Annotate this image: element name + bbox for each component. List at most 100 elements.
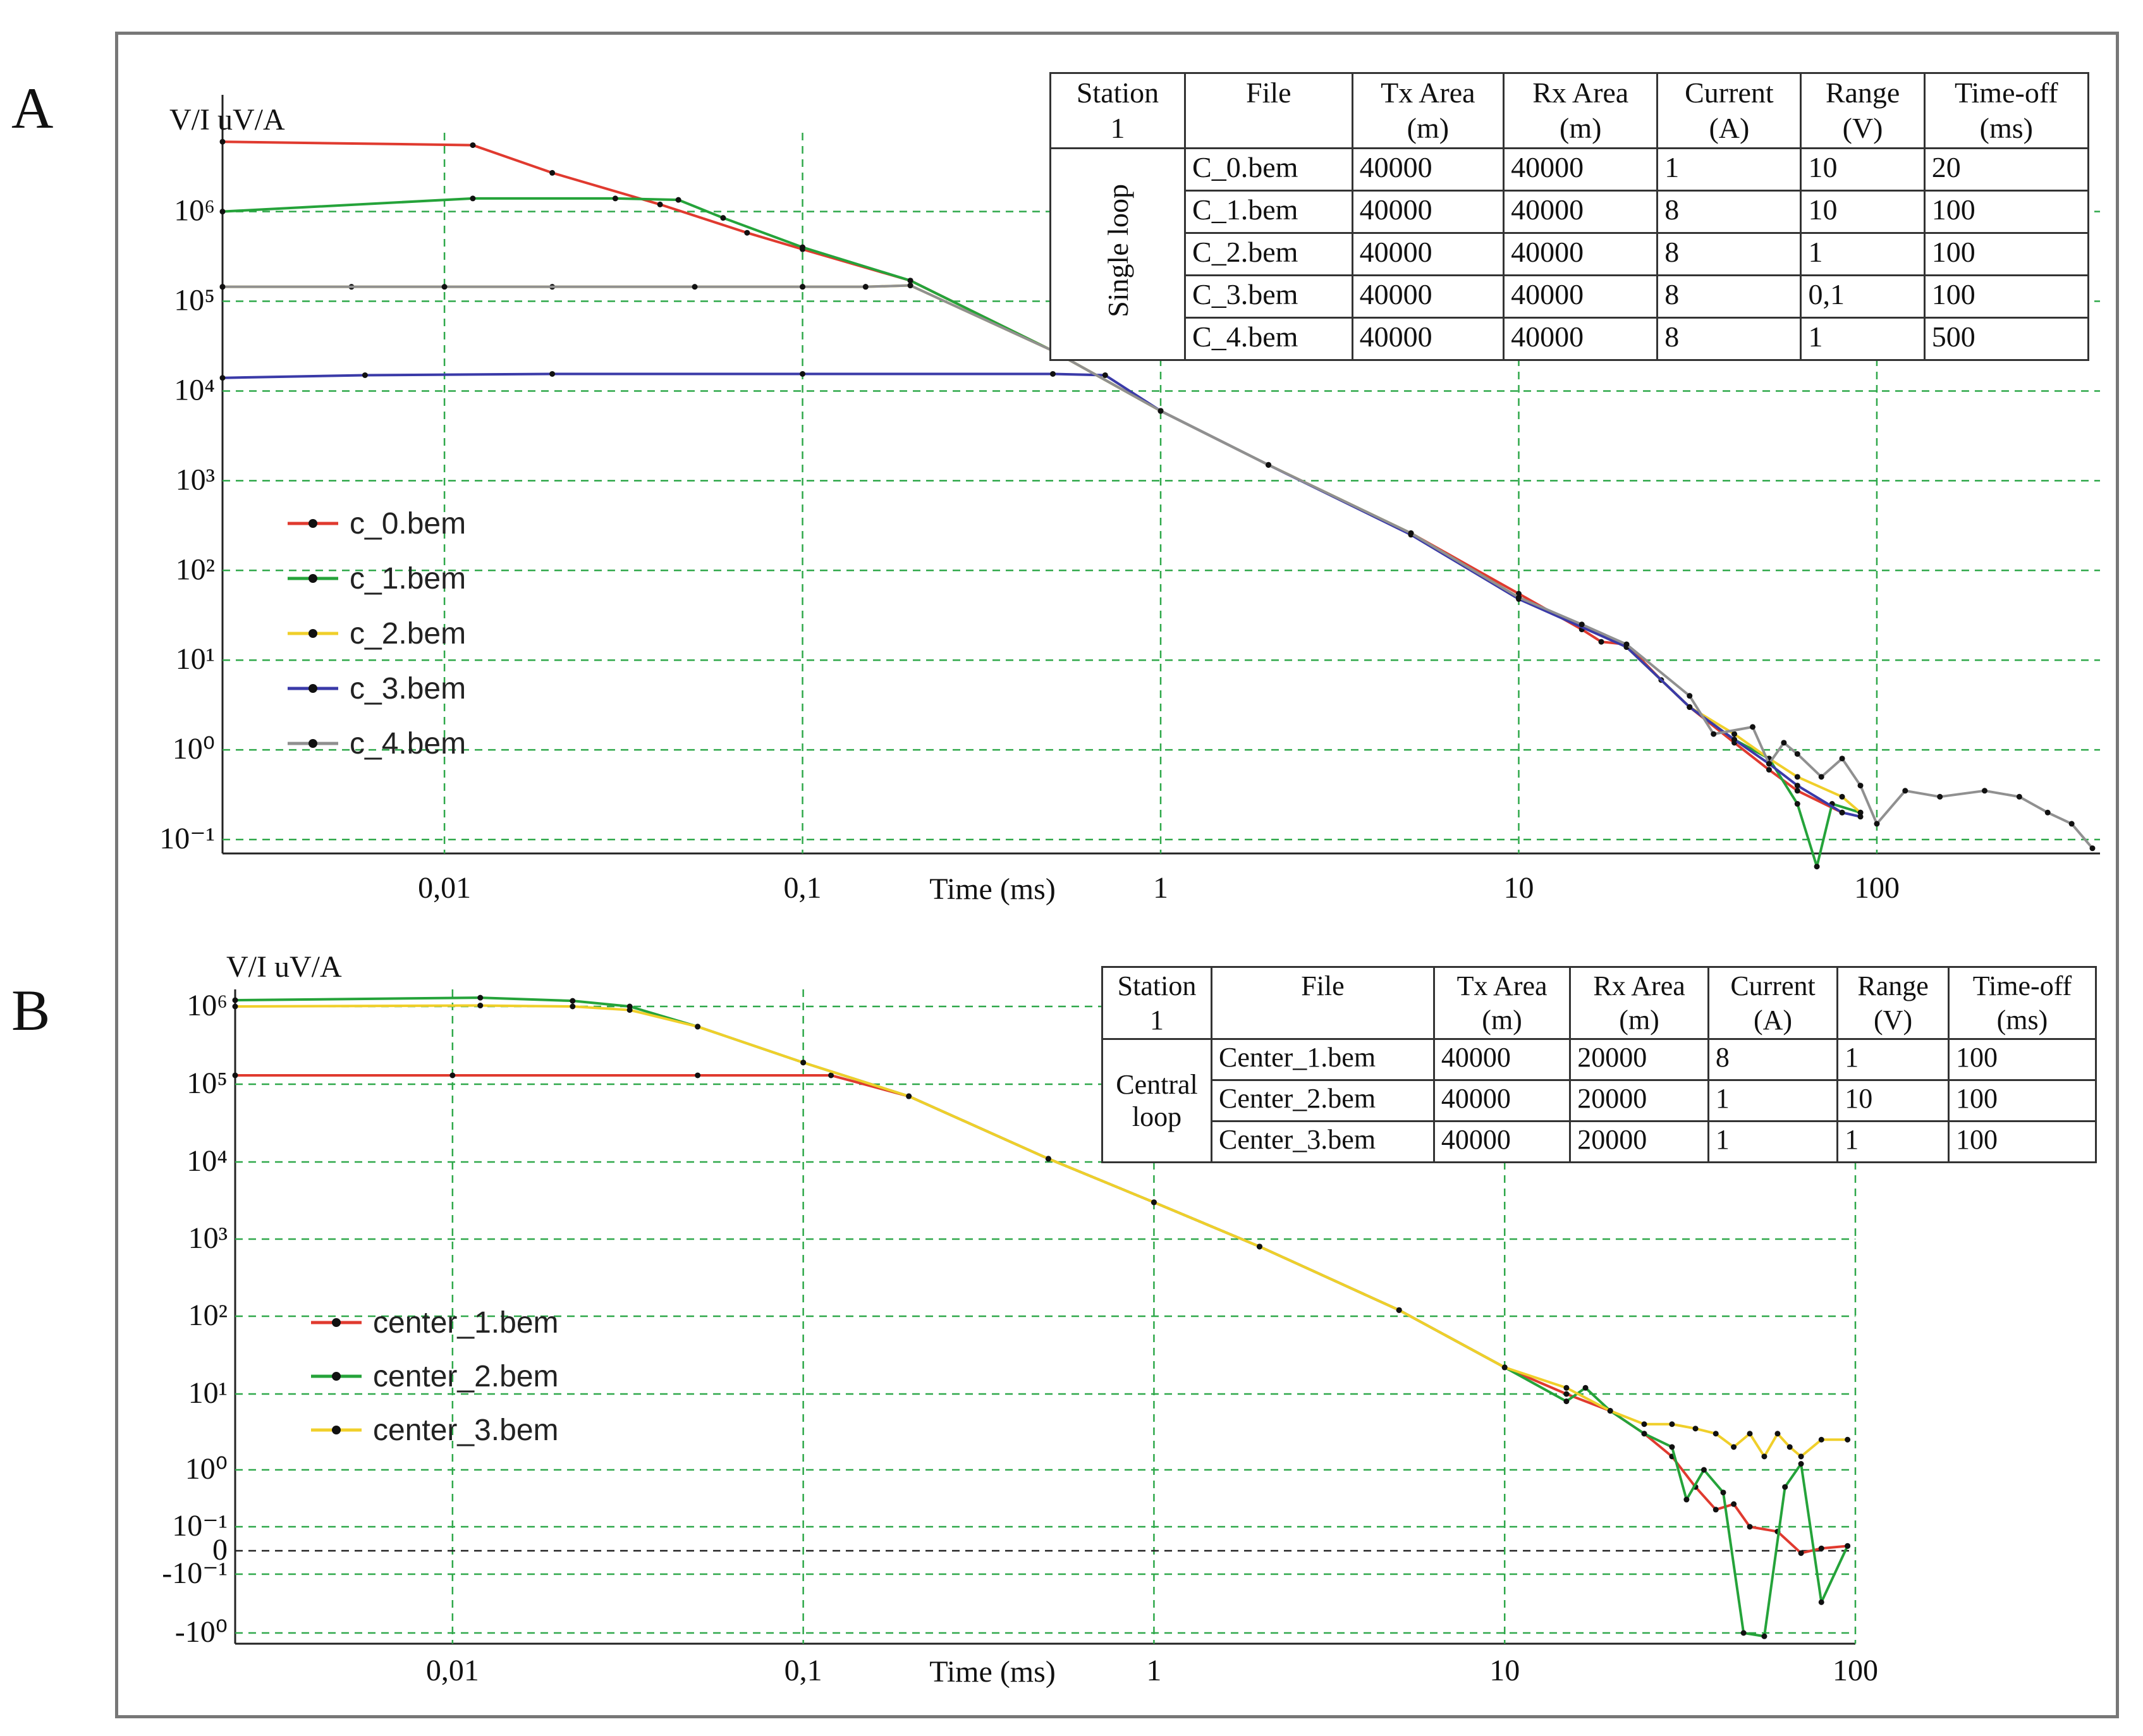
table-cell: 10: [1836, 1079, 1950, 1123]
data-point: [1683, 1496, 1690, 1503]
data-point: [1151, 1199, 1157, 1206]
data-point: [219, 284, 226, 290]
data-point: [1818, 1545, 1824, 1551]
y-tick-label: 10³: [188, 1221, 228, 1255]
data-point: [1687, 704, 1693, 710]
data-point: [2044, 809, 2051, 816]
table-cell: C_3.bem: [1184, 274, 1353, 319]
legend-marker: [308, 739, 317, 748]
y-tick-label: -10⁻¹: [162, 1556, 228, 1590]
y-tick-label: 10⁵: [174, 284, 215, 317]
table-cell: 40000: [1351, 274, 1505, 319]
data-point: [626, 1007, 633, 1013]
table-a-group-cell: Single loop: [1049, 147, 1187, 362]
data-point: [549, 370, 556, 377]
legend-label: center_3.bem: [373, 1414, 559, 1447]
data-point: [1786, 1444, 1793, 1450]
table-cell: 40000: [1351, 147, 1505, 192]
y-axis-title: V/I uV/A: [169, 103, 285, 137]
group-label: Central loop: [1116, 1069, 1198, 1133]
data-point: [1396, 1307, 1402, 1313]
table-cell: 1: [1836, 1120, 1950, 1164]
data-point: [1607, 1408, 1613, 1414]
table-cell: 100: [1947, 1120, 2097, 1164]
data-point: [1839, 793, 1845, 800]
table-cell: 40000: [1432, 1079, 1572, 1123]
table-b: Station 1 File Tx Area (m) Rx Area (m) Curr…: [1101, 965, 2097, 1164]
header-line: Time-off: [1955, 76, 2058, 109]
data-point: [1937, 793, 1943, 800]
legend-marker: [308, 629, 317, 638]
data-point: [675, 197, 681, 203]
table-cell: 40000: [1351, 190, 1505, 235]
data-point: [1794, 751, 1800, 757]
y-tick-label: 10⁶: [174, 194, 215, 228]
table-cell: 40000: [1503, 147, 1659, 192]
table-cell: 8: [1707, 1038, 1839, 1082]
data-point: [549, 169, 556, 176]
legend-marker: [332, 1318, 341, 1327]
x-tick-label: 100: [1854, 871, 1900, 905]
data-point: [232, 1072, 238, 1079]
table-row: Center_2.bem 40000 20000 1 10 100: [1102, 1079, 2097, 1123]
table-a-header-cell: Station 1: [1049, 71, 1187, 150]
x-tick-label: 10: [1503, 871, 1534, 905]
data-point: [1874, 821, 1880, 827]
panel-label-b: B: [11, 978, 51, 1042]
legend-label: c_3.bem: [350, 672, 466, 706]
data-point: [1578, 621, 1585, 628]
table-cell: 8: [1656, 232, 1802, 277]
table-a-header-cell: Range (V): [1800, 71, 1926, 150]
data-point: [1713, 1431, 1719, 1437]
data-point: [1750, 724, 1756, 730]
y-tick-label: 10⁶: [186, 989, 228, 1022]
data-point: [1045, 1156, 1051, 1162]
y-tick-label: 10⁵: [186, 1067, 228, 1100]
y-tick-label: -10⁰: [175, 1615, 228, 1649]
data-point: [449, 1072, 456, 1079]
table-cell: 40000: [1351, 232, 1505, 277]
header-line: Tx Area: [1381, 76, 1475, 109]
table-a-header-cell: Tx Area (m): [1351, 71, 1505, 150]
table-cell: 0,1: [1800, 274, 1926, 319]
data-point: [1747, 1524, 1753, 1530]
table-row: Central loop Center_1.bem 40000 20000 8 …: [1101, 1038, 2097, 1164]
x-tick-label: 0,1: [784, 871, 822, 905]
header-line: Rx Area: [1532, 76, 1629, 109]
data-point: [477, 994, 484, 1001]
data-point: [1857, 814, 1864, 820]
y-tick-label: 10²: [188, 1299, 228, 1332]
data-point: [441, 284, 448, 290]
header-line: (ms): [1996, 1004, 2048, 1036]
y-tick-label: 10⁴: [174, 373, 215, 406]
table-cell: C_1.bem: [1184, 190, 1353, 235]
data-point: [1981, 788, 1987, 794]
header-line: (m): [1619, 1004, 1659, 1036]
header-line: (A): [1709, 112, 1750, 145]
data-point: [1774, 1431, 1781, 1437]
legend-label: c_1.bem: [350, 562, 466, 596]
header-line: (A): [1753, 1004, 1793, 1036]
data-point: [1408, 530, 1414, 536]
header-line: (m): [1482, 1004, 1522, 1036]
table-cell: C_4.bem: [1184, 317, 1353, 362]
x-axis-title: Time (ms): [929, 1655, 1056, 1689]
table-cell: Center_1.bem: [1211, 1038, 1435, 1082]
data-point: [1713, 1507, 1719, 1513]
data-point: [1515, 594, 1522, 601]
data-point: [1102, 372, 1108, 378]
data-point: [1794, 783, 1800, 789]
table-cell: 1: [1707, 1079, 1839, 1123]
header-line: (m): [1407, 112, 1450, 145]
data-point: [232, 997, 238, 1003]
data-point: [800, 284, 806, 290]
table-a-header-cell: File: [1184, 71, 1353, 150]
series-line-c-2-bem: [223, 284, 1862, 814]
header-line: Rx Area: [1593, 970, 1685, 1001]
data-point: [219, 375, 226, 381]
table-cell: 40000: [1503, 232, 1659, 277]
table-b-header-cell: Time-off (ms): [1947, 965, 2097, 1041]
data-point: [1761, 1633, 1768, 1639]
data-point: [1692, 1426, 1699, 1432]
